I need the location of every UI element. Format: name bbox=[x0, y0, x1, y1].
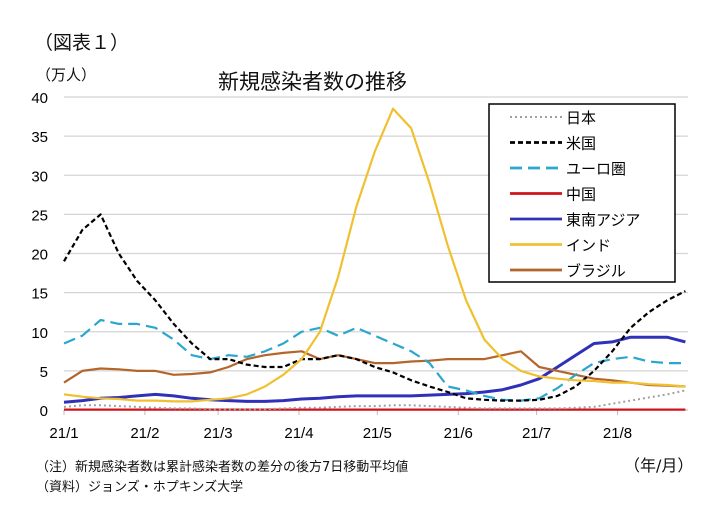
x-tick-label: 21/6 bbox=[444, 425, 473, 442]
legend-label: インド bbox=[566, 237, 611, 255]
legend-label: ユーロ圏 bbox=[566, 160, 626, 178]
y-axis-unit: （万人） bbox=[36, 66, 97, 84]
chart-title: 新規感染者数の推移 bbox=[218, 70, 407, 94]
y-tick-label: 15 bbox=[31, 286, 48, 303]
x-tick-label: 21/1 bbox=[49, 425, 78, 442]
legend-label: 中国 bbox=[566, 186, 596, 204]
series-line-6 bbox=[63, 350, 686, 388]
y-tick-label: 20 bbox=[31, 247, 48, 264]
legend-label: 日本 bbox=[566, 109, 596, 127]
chart-source: （資料）ジョンズ・ホプキンズ大学 bbox=[36, 480, 244, 495]
y-tick-label: 0 bbox=[40, 403, 48, 420]
x-tick-label: 21/8 bbox=[603, 425, 632, 442]
y-tick-label: 5 bbox=[40, 364, 48, 381]
y-tick-label: 25 bbox=[31, 207, 48, 224]
x-tick-label: 21/4 bbox=[284, 425, 313, 442]
x-axis-unit: （年/月） bbox=[624, 456, 694, 475]
x-tick-label: 21/5 bbox=[363, 425, 392, 442]
chart-note: （注）新規感染者数は累計感染者数の差分の後方7日移動平均値 bbox=[36, 460, 409, 475]
series-line-2 bbox=[63, 318, 686, 402]
series-line-4 bbox=[63, 335, 686, 404]
legend-label: 東南アジア bbox=[566, 211, 640, 229]
x-tick-label: 21/3 bbox=[203, 425, 232, 442]
x-tick-label: 21/7 bbox=[522, 425, 551, 442]
figure-label: （図表１） bbox=[34, 32, 130, 54]
y-tick-label: 40 bbox=[31, 90, 48, 107]
y-tick-label: 10 bbox=[31, 325, 48, 342]
x-tick-label: 21/2 bbox=[130, 425, 159, 442]
series-line-0 bbox=[63, 389, 686, 411]
y-tick-label: 30 bbox=[31, 168, 48, 185]
legend-label: ブラジル bbox=[566, 262, 626, 280]
series-line-5 bbox=[63, 107, 686, 403]
legend-label: 米国 bbox=[566, 135, 596, 153]
y-tick-label: 35 bbox=[31, 129, 48, 146]
